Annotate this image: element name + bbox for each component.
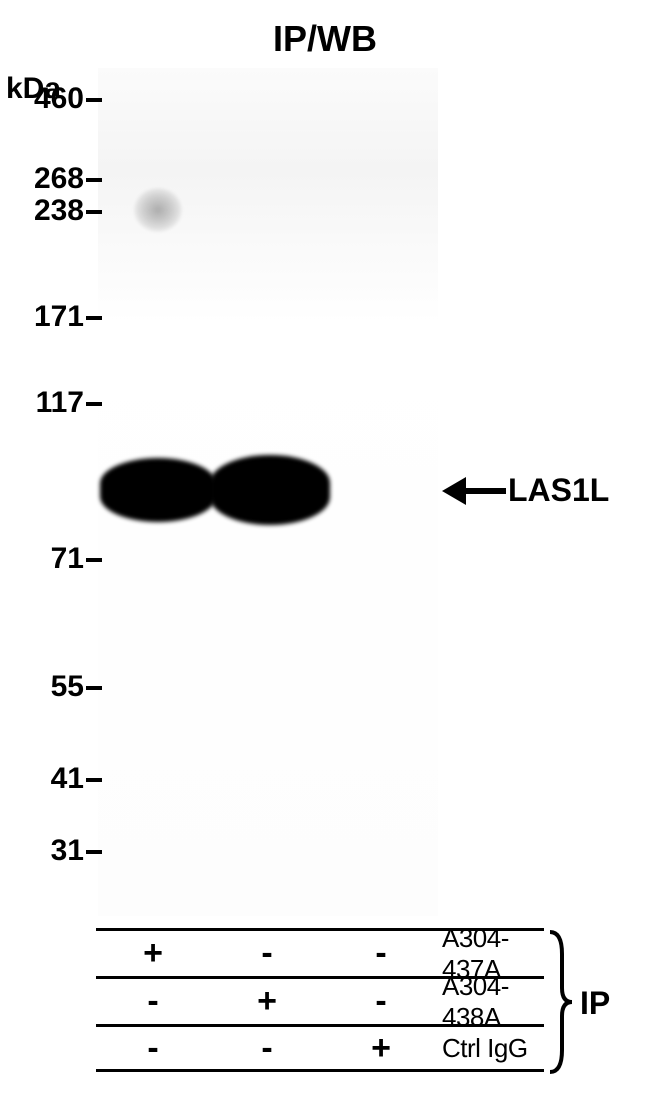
legend-lane-cell: - bbox=[324, 982, 438, 1021]
mw-tick bbox=[86, 558, 102, 562]
ip-label: IP bbox=[580, 985, 610, 1022]
blot-membrane bbox=[98, 68, 438, 916]
target-label: LAS1L bbox=[508, 472, 609, 509]
legend-row-label: Ctrl IgG bbox=[438, 1033, 544, 1064]
target-arrow: LAS1L bbox=[442, 472, 609, 509]
mw-tick bbox=[86, 850, 102, 854]
mw-tick bbox=[86, 402, 102, 406]
mw-tick bbox=[86, 98, 102, 102]
blot-band bbox=[100, 458, 216, 522]
blot-band bbox=[210, 455, 330, 525]
mw-marker-268: 268 bbox=[24, 162, 84, 196]
mw-marker-117: 117 bbox=[24, 386, 84, 420]
legend-lane-cell: - bbox=[96, 1029, 210, 1068]
mw-marker-238: 238 bbox=[24, 194, 84, 228]
mw-tick bbox=[86, 178, 102, 182]
legend-lane-cell: + bbox=[324, 1029, 438, 1068]
ip-legend-table: +--A304-437A-+-A304-438A--+Ctrl IgG bbox=[96, 928, 544, 1072]
mw-tick bbox=[86, 316, 102, 320]
legend-lane-cell: - bbox=[210, 934, 324, 973]
figure-container: IP/WB kDa 46026823817111771554131 LAS1L … bbox=[0, 0, 650, 1100]
mw-marker-55: 55 bbox=[24, 670, 84, 704]
mw-marker-41: 41 bbox=[24, 762, 84, 796]
arrow-shaft bbox=[466, 488, 506, 494]
mw-marker-31: 31 bbox=[24, 834, 84, 868]
arrow-head-icon bbox=[442, 477, 466, 505]
legend-row: -+-A304-438A bbox=[96, 976, 544, 1024]
legend-lane-cell: + bbox=[210, 982, 324, 1021]
mw-marker-71: 71 bbox=[24, 542, 84, 576]
mw-tick bbox=[86, 778, 102, 782]
mw-tick bbox=[86, 210, 102, 214]
legend-lane-cell: + bbox=[96, 934, 210, 973]
mw-marker-460: 460 bbox=[24, 82, 84, 116]
legend-row-label: A304-438A bbox=[438, 971, 544, 1033]
figure-title: IP/WB bbox=[0, 18, 650, 60]
mw-marker-171: 171 bbox=[24, 300, 84, 334]
ip-brace-icon bbox=[548, 930, 574, 1074]
mw-tick bbox=[86, 686, 102, 690]
legend-lane-cell: - bbox=[324, 934, 438, 973]
blot-artifact bbox=[134, 188, 182, 232]
legend-lane-cell: - bbox=[96, 982, 210, 1021]
legend-lane-cell: - bbox=[210, 1029, 324, 1068]
legend-row: +--A304-437A bbox=[96, 928, 544, 976]
